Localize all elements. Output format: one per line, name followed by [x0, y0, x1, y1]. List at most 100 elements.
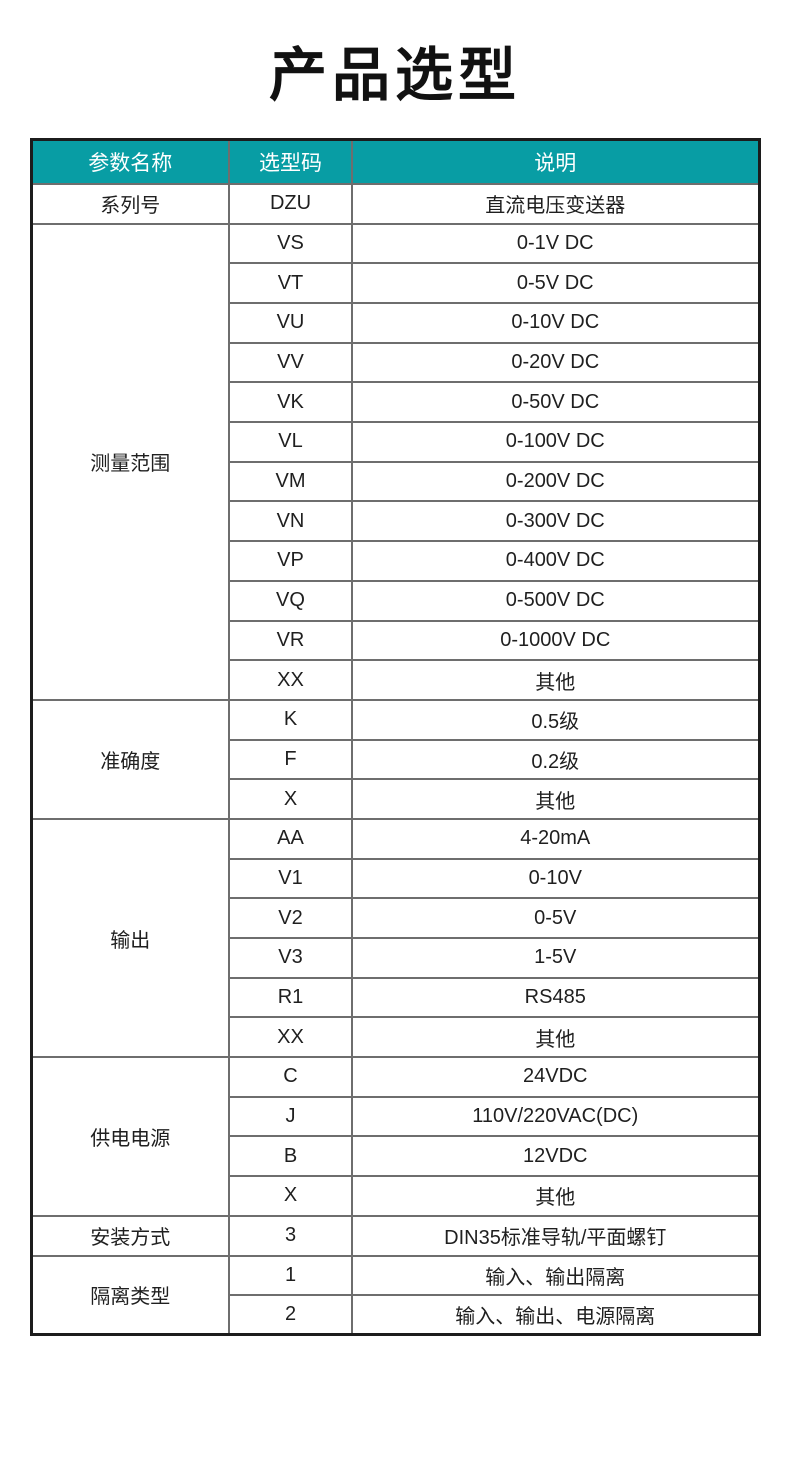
description-cell: 0-400V DC [351, 540, 760, 582]
selection-code-cell: XX [228, 659, 353, 701]
selection-code-cell: V2 [228, 897, 353, 940]
param-name-cell: 输出 [30, 817, 230, 1059]
description-cell: 0-300V DC [351, 500, 760, 543]
description-cell: 其他 [351, 1016, 760, 1059]
description-cell: 0-50V DC [351, 381, 760, 424]
selection-code-cell: X [228, 1175, 353, 1217]
page-title: 产品选型 [268, 43, 521, 108]
selection-code-cell: V3 [228, 937, 353, 979]
product-selection-table: 参数名称 选型码 说明 系列号 DZU 直流电压变送器 测量范围 VS 0-1V DC VT… [29, 137, 761, 1337]
table-row: V1 0-10V [31, 857, 760, 900]
description-cell: 110V/220VAC(DC) [351, 1095, 760, 1138]
description-cell: 0.5级 [351, 698, 760, 741]
selection-code-cell: VS [228, 222, 353, 265]
table-row: X 其他 [31, 1175, 760, 1217]
table-row: R1 RS485 [31, 976, 760, 1019]
description-cell: 0-1000V DC [351, 619, 760, 662]
selection-code-cell: 3 [228, 1214, 353, 1257]
selection-code-cell: VQ [228, 579, 353, 622]
table-row: V3 1-5V [31, 937, 760, 979]
selection-code-cell: VL [228, 421, 353, 463]
selection-code-cell: VM [228, 460, 353, 503]
description-cell: 0-5V DC [351, 262, 760, 305]
description-cell: 0-1V DC [351, 222, 760, 265]
description-cell: 0-100V DC [351, 421, 760, 463]
header-cell-parameter-name: 参数名称 [30, 138, 230, 185]
table-row: VR 0-1000V DC [31, 619, 760, 662]
selection-code-cell: F [228, 738, 353, 781]
table-row: VN 0-300V DC [31, 500, 760, 543]
table-row: J 110V/220VAC(DC) [31, 1095, 760, 1138]
table-header: 参数名称 选型码 说明 [30, 138, 760, 185]
table-row: XX 其他 [31, 1016, 760, 1059]
table-row: 供电电源 C 24VDC [30, 1056, 760, 1217]
table-header-row: 参数名称 选型码 说明 [30, 138, 760, 185]
description-cell: 输入、输出隔离 [351, 1254, 760, 1297]
selection-code-cell: VN [228, 500, 353, 543]
selection-code-cell: B [228, 1135, 353, 1178]
table-row: V2 0-5V [31, 897, 760, 940]
selection-code-cell: DZU [228, 182, 353, 225]
description-cell: 24VDC [351, 1056, 760, 1098]
selection-code-cell: J [228, 1095, 353, 1138]
description-cell: 12VDC [351, 1135, 760, 1178]
table-row: VT 0-5V DC [31, 262, 760, 305]
description-cell: 4-20mA [351, 817, 760, 860]
description-cell: 0-10V [351, 857, 760, 900]
selection-code-cell: VU [228, 302, 353, 344]
description-cell: 0-500V DC [351, 579, 760, 622]
header-cell-description: 说明 [351, 138, 760, 185]
description-cell: 其他 [351, 778, 760, 820]
description-cell: 0-10V DC [351, 302, 760, 344]
table-row: B 12VDC [31, 1135, 760, 1178]
description-cell: 直流电压变送器 [351, 182, 760, 225]
selection-code-cell: X [228, 778, 353, 820]
table-row: VM 0-200V DC [31, 460, 760, 503]
selection-code-cell: C [228, 1056, 353, 1098]
selection-code-cell: VT [228, 262, 353, 305]
selection-code-cell: AA [228, 817, 353, 860]
description-cell: 0.2级 [351, 738, 760, 781]
selection-code-cell: 2 [228, 1294, 353, 1336]
table-row: X 其他 [31, 778, 760, 820]
description-cell: DIN35标准导轨/平面螺钉 [351, 1214, 760, 1257]
param-name-cell: 准确度 [30, 698, 230, 820]
description-cell: 0-20V DC [351, 341, 760, 384]
selection-code-cell: K [228, 698, 353, 741]
param-name-cell: 系列号 [30, 182, 230, 225]
table-row: VQ 0-500V DC [31, 579, 760, 622]
selection-code-cell: VV [228, 341, 353, 384]
param-name-cell: 供电电源 [30, 1056, 230, 1217]
selection-code-cell: VR [228, 619, 353, 662]
table-row: 输出 AA 4-20mA [30, 817, 760, 1059]
description-cell: 输入、输出、电源隔离 [351, 1294, 760, 1336]
selection-code-cell: VK [228, 381, 353, 424]
table-row: VL 0-100V DC [31, 421, 760, 463]
description-cell: 其他 [351, 659, 760, 701]
table-row: 系列号 DZU 直流电压变送器 [30, 182, 760, 225]
table-row: VK 0-50V DC [31, 381, 760, 424]
selection-code-cell: XX [228, 1016, 353, 1059]
selection-code-cell: 1 [228, 1254, 353, 1297]
table-row: 准确度 K 0.5级 [30, 698, 760, 820]
param-name-cell: 隔离类型 [30, 1254, 230, 1336]
description-cell: 0-200V DC [351, 460, 760, 503]
table-row: F 0.2级 [31, 738, 760, 781]
table-row: VV 0-20V DC [31, 341, 760, 384]
selection-code-cell: V1 [228, 857, 353, 900]
table-row: XX 其他 [31, 659, 760, 701]
selection-code-cell: VP [228, 540, 353, 582]
description-cell: 0-5V [351, 897, 760, 940]
table-row: 安装方式 3 DIN35标准导轨/平面螺钉 [30, 1214, 760, 1257]
table-row: 测量范围 VS 0-1V DC [30, 222, 760, 701]
param-name-cell: 安装方式 [30, 1214, 230, 1257]
selection-code-cell: R1 [228, 976, 353, 1019]
table-row: 2 输入、输出、电源隔离 [31, 1294, 760, 1336]
selection-table-body: 系列号 DZU 直流电压变送器 测量范围 VS 0-1V DC VT 0-5V DC VU 0-1… [30, 182, 760, 1336]
header-cell-selection-code: 选型码 [228, 138, 353, 185]
table-row: VU 0-10V DC [31, 302, 760, 344]
table-row: VP 0-400V DC [31, 540, 760, 582]
param-name-cell: 测量范围 [30, 222, 230, 701]
description-cell: RS485 [351, 976, 760, 1019]
table-row: 隔离类型 1 输入、输出隔离 [30, 1254, 760, 1336]
